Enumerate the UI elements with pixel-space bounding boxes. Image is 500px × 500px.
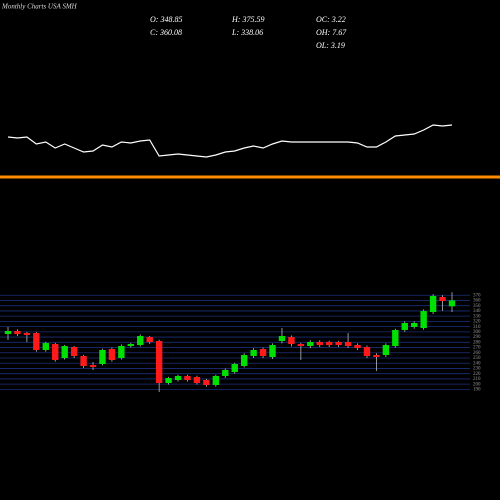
y-tick-label: 330 xyxy=(473,314,481,319)
y-tick-label: 290 xyxy=(473,335,481,340)
info-text: O: 348.85 xyxy=(150,15,182,24)
candle-body xyxy=(307,341,314,347)
candle-body xyxy=(174,375,182,381)
info-text: L: 338.06 xyxy=(231,28,263,37)
info-text: OH: 7.67 xyxy=(316,28,347,37)
candle-body xyxy=(212,375,220,385)
candle-body xyxy=(240,355,248,367)
candle-body xyxy=(288,337,295,344)
y-tick-label: 300 xyxy=(473,330,481,335)
info-text: OL: 3.19 xyxy=(316,41,345,50)
candle-body xyxy=(335,341,342,346)
candle-body xyxy=(316,341,323,346)
candle-body xyxy=(165,378,172,384)
info-text: OC: 3.22 xyxy=(316,15,346,24)
candle-body xyxy=(70,347,78,357)
y-tick-label: 340 xyxy=(473,309,481,314)
candle-body xyxy=(420,311,427,329)
candle-body xyxy=(14,331,21,334)
candle-body xyxy=(155,341,163,384)
candle-body xyxy=(127,343,135,347)
candle-body xyxy=(297,343,305,347)
candle-body xyxy=(373,355,380,358)
candle-body xyxy=(278,336,286,341)
candle-body xyxy=(401,323,408,331)
candle-body xyxy=(33,332,40,350)
candle-body xyxy=(354,345,361,349)
candle-body xyxy=(89,365,97,367)
y-tick-label: 310 xyxy=(473,325,481,330)
y-tick-label: 240 xyxy=(473,361,481,366)
candle-body xyxy=(222,370,229,376)
candle-body xyxy=(137,336,144,346)
candle-body xyxy=(269,345,276,358)
y-tick-label: 280 xyxy=(473,340,481,345)
candle-body xyxy=(193,376,201,384)
candle-body xyxy=(325,341,333,346)
y-tick-label: 320 xyxy=(473,320,481,325)
candle-body xyxy=(146,337,153,342)
y-tick-label: 200 xyxy=(473,382,481,387)
chart-title: Monthly Charts USA SMH xyxy=(1,3,78,11)
candle-body xyxy=(439,297,446,301)
y-tick-label: 350 xyxy=(473,304,481,309)
candle-body xyxy=(250,349,257,357)
candle-body xyxy=(61,346,68,358)
candle-body xyxy=(392,330,399,347)
separator xyxy=(0,175,500,179)
candle-body xyxy=(411,323,418,327)
candle-body xyxy=(231,364,238,373)
y-tick-label: 210 xyxy=(473,377,481,382)
candle-body xyxy=(108,349,116,360)
y-tick-label: 260 xyxy=(473,351,481,356)
y-tick-label: 250 xyxy=(473,356,481,361)
indicator-line xyxy=(7,124,453,158)
y-tick-label: 370 xyxy=(473,293,481,298)
candle-body xyxy=(363,347,371,357)
candle-body xyxy=(382,345,390,356)
candle-body xyxy=(429,296,437,313)
candle-body xyxy=(80,356,87,367)
candle-body xyxy=(184,375,191,381)
candle-body xyxy=(4,331,12,334)
y-tick-label: 270 xyxy=(473,346,481,351)
y-tick-label: 190 xyxy=(473,388,481,393)
candle-body xyxy=(344,341,352,347)
info-text: H: 375.59 xyxy=(231,15,264,24)
candle-body xyxy=(23,332,31,335)
candle-body xyxy=(42,342,49,350)
candle-body xyxy=(52,343,59,360)
y-tick-label: 360 xyxy=(473,299,481,304)
candle-body xyxy=(448,300,456,307)
y-tick-label: 230 xyxy=(473,367,481,372)
y-tick-label: 220 xyxy=(473,372,481,377)
candle-body xyxy=(118,346,125,358)
candle-body xyxy=(203,380,210,385)
candle-body xyxy=(99,349,106,365)
candle-body xyxy=(259,349,267,357)
info-text: C: 360.08 xyxy=(150,28,182,37)
